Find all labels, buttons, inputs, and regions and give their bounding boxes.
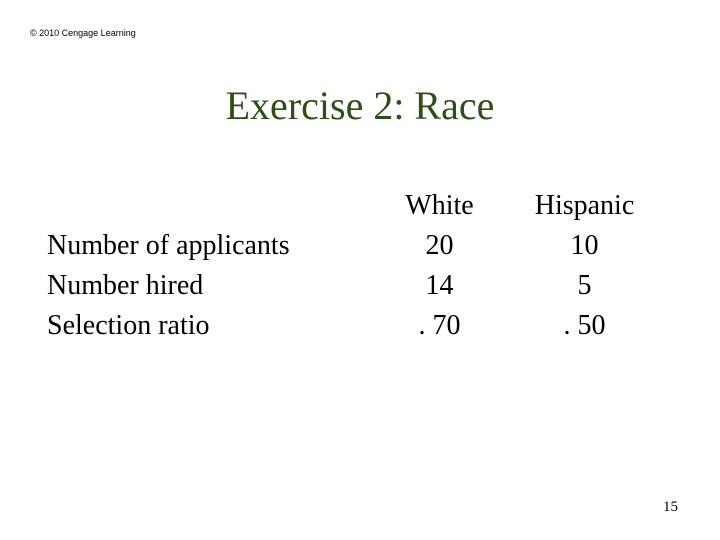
row-label-cell: Number hired	[47, 266, 377, 306]
slide-title: Exercise 2: Race	[0, 82, 720, 129]
row-white-cell: . 70	[377, 306, 502, 346]
header-white-cell: White	[377, 186, 502, 226]
table-header-row: White Hispanic	[47, 186, 667, 226]
data-table: White Hispanic Number of applicants 20 1…	[47, 186, 667, 346]
row-white-cell: 14	[377, 266, 502, 306]
copyright-text: © 2010 Cengage Learning	[30, 28, 136, 38]
row-label-cell: Selection ratio	[47, 306, 377, 346]
header-label-cell	[47, 186, 377, 226]
row-hispanic-cell: 5	[502, 266, 667, 306]
table-row: Number of applicants 20 10	[47, 226, 667, 266]
row-hispanic-cell: 10	[502, 226, 667, 266]
slide-number: 15	[663, 499, 678, 516]
header-hispanic-cell: Hispanic	[502, 186, 667, 226]
row-hispanic-cell: . 50	[502, 306, 667, 346]
table-row: Selection ratio . 70 . 50	[47, 306, 667, 346]
row-label-cell: Number of applicants	[47, 226, 377, 266]
row-white-cell: 20	[377, 226, 502, 266]
table-row: Number hired 14 5	[47, 266, 667, 306]
